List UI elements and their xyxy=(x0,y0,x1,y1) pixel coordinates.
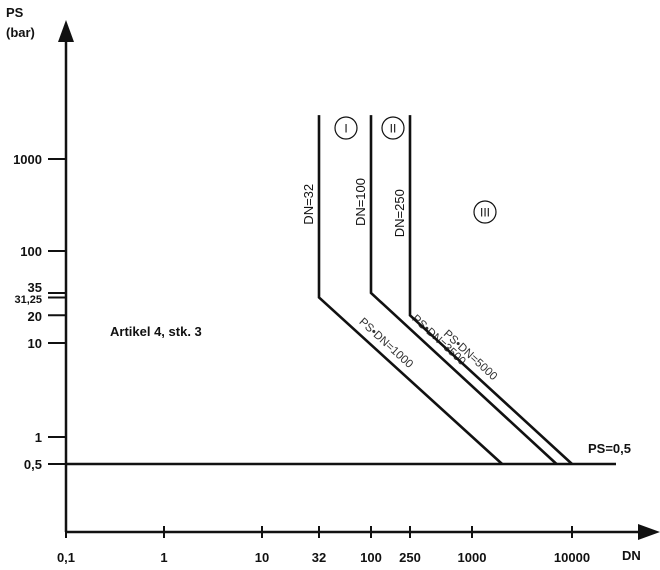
category-label-i: I xyxy=(344,122,347,136)
x-tick-label-10000: 10000 xyxy=(554,550,590,565)
axes xyxy=(58,20,660,540)
y-tick-label-31-25: 31,25 xyxy=(14,294,42,306)
x-tick-label-100: 100 xyxy=(360,550,382,565)
y-axis-unit: (bar) xyxy=(6,25,35,40)
annotation-artikel: Artikel 4, stk. 3 xyxy=(110,324,202,339)
boundary-dn-100 xyxy=(369,115,558,465)
vertical-line-label-dn-100: DN=100 xyxy=(353,178,368,226)
y-tick-label-1: 1 xyxy=(35,430,42,445)
horizontal-line-label: PS=0,5 xyxy=(588,441,631,456)
y-tick-label-100: 100 xyxy=(20,244,42,259)
category-label-ii: II xyxy=(390,122,397,136)
x-tick-label-0-1: 0,1 xyxy=(57,550,75,565)
y-tick-label-0-5: 0,5 xyxy=(24,457,42,472)
x-axis-title: DN xyxy=(622,548,641,563)
curves: DN=32PS•DN=1000DN=100PS•DN=3500DN=250PS•… xyxy=(66,115,616,466)
y-tick-label-10: 10 xyxy=(28,336,42,351)
x-axis-arrow xyxy=(638,524,660,540)
y-tick-label-35: 35 xyxy=(28,280,42,295)
x-tick-label-10: 10 xyxy=(255,550,269,565)
x-tick-label-1000: 1000 xyxy=(458,550,487,565)
vertical-line-label-dn-32: DN=32 xyxy=(301,184,316,225)
boundary-dn-250 xyxy=(408,115,573,465)
x-tick-label-32: 32 xyxy=(312,550,326,565)
category-circle-iii xyxy=(473,200,497,224)
y-tick-label-1000: 1000 xyxy=(13,152,42,167)
vertical-line-label-dn-250: DN=250 xyxy=(392,189,407,237)
category-circle-i xyxy=(334,116,358,140)
y-tick-label-20: 20 xyxy=(28,309,42,324)
boundary-dn-32 xyxy=(317,115,503,465)
x-tick-label-1: 1 xyxy=(160,550,167,565)
labels: PS (bar) DN Artikel 4, stk. 3 PS=0,5 xyxy=(6,5,641,563)
y-axis-arrow xyxy=(58,20,74,42)
category-circle-ii xyxy=(381,116,405,140)
y-axis-title: PS xyxy=(6,5,24,20)
category-label-iii: III xyxy=(480,206,490,220)
x-tick-label-250: 250 xyxy=(399,550,421,565)
